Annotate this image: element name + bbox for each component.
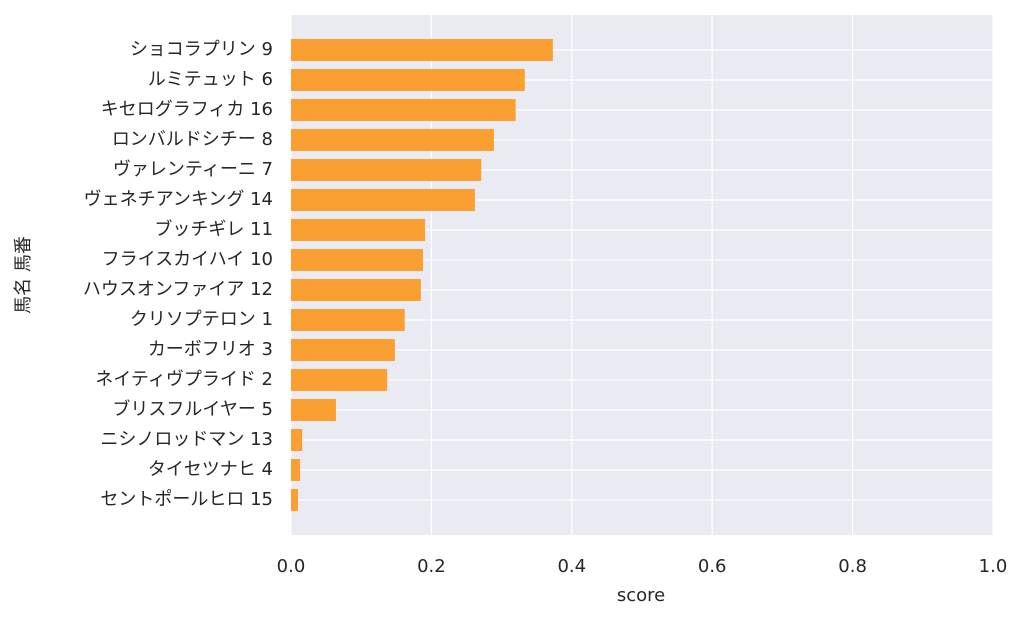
y-tick-label: ルミテュット 6 [148, 69, 273, 90]
bar [291, 369, 388, 391]
y-axis-label: 馬名 馬番 [13, 236, 34, 314]
y-tick-label: カーボフリオ 3 [148, 339, 273, 360]
y-tick-label: ニシノロッドマン 13 [100, 429, 273, 450]
y-tick-label: フライスカイハイ 10 [102, 249, 273, 270]
bar [291, 39, 553, 61]
plot-background [291, 15, 993, 535]
bar [291, 429, 303, 451]
x-tick-label: 0.6 [698, 556, 727, 577]
y-tick-label: ネイティヴプライド 2 [95, 369, 273, 390]
x-tick-label: 0.2 [417, 556, 446, 577]
y-tick-label: クリソプテロン 1 [130, 309, 273, 330]
x-tick-label: 0.0 [277, 556, 306, 577]
bar [291, 69, 525, 91]
x-tick-label: 0.4 [557, 556, 586, 577]
x-tick-label: 1.0 [979, 556, 1008, 577]
bar [291, 279, 421, 301]
bar [291, 189, 475, 211]
bar [291, 129, 494, 151]
y-tick-label: ブリスフルイヤー 5 [112, 398, 273, 420]
bar [291, 309, 405, 331]
y-tick-label: ロンバルドシチー 8 [112, 129, 273, 150]
y-tick-label: セントポールヒロ 15 [100, 489, 273, 510]
bar [291, 399, 336, 421]
bar [291, 339, 395, 361]
y-tick-label: ヴァレンティーニ 7 [113, 159, 273, 180]
bar [291, 159, 482, 181]
bar [291, 99, 516, 121]
x-axis-label: score [617, 585, 665, 606]
y-tick-label: ヴェネチアンキング 14 [84, 189, 273, 210]
bar [291, 219, 426, 241]
bar [291, 249, 423, 271]
bar [291, 459, 301, 481]
bar [291, 489, 299, 511]
x-tick-label: 0.8 [838, 556, 867, 577]
y-tick-label: ショコラプリン 9 [130, 39, 273, 60]
y-tick-label: キセログラフィカ 16 [101, 99, 273, 120]
y-tick-label: タイセツナヒ 4 [148, 459, 273, 480]
y-tick-label: ブッチギレ 11 [154, 218, 273, 240]
y-tick-label: ハウスオンファイア 12 [83, 279, 273, 300]
